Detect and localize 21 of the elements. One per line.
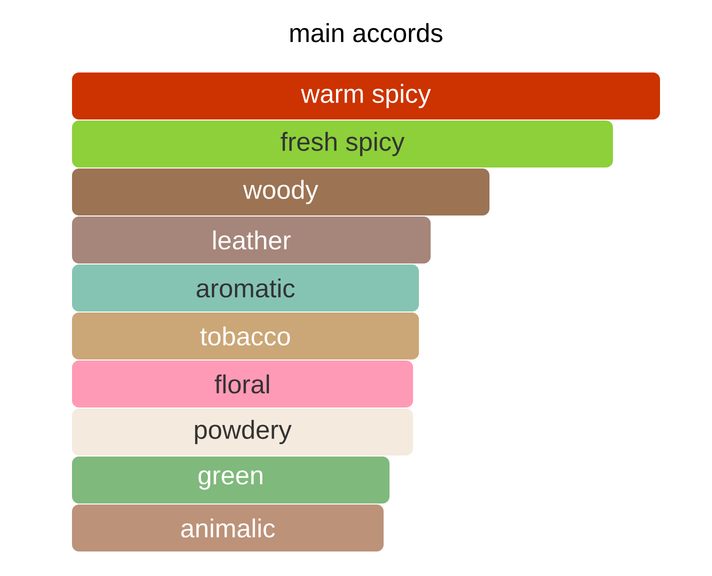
bar xyxy=(72,216,431,264)
y-tick-label: floral xyxy=(214,374,269,394)
bar xyxy=(72,312,419,360)
bar xyxy=(72,120,613,168)
y-tick-label: green xyxy=(198,470,262,490)
bar xyxy=(72,360,414,408)
y-tick-label: leather xyxy=(213,230,291,250)
y-tick-label: powdery xyxy=(195,420,292,444)
chart-title: main accords xyxy=(290,23,442,42)
bar xyxy=(72,408,414,456)
y-tick-label: aromatic xyxy=(196,278,295,298)
y-tick-label: fresh spicy xyxy=(280,132,405,156)
y-tick-label: tobacco xyxy=(200,326,290,346)
bar xyxy=(72,264,419,312)
y-tick-label: woody xyxy=(243,180,318,204)
y-tick-label: animalic xyxy=(181,518,275,538)
y-tick-label: warm spicy xyxy=(300,84,431,108)
bar xyxy=(72,168,490,216)
bar xyxy=(72,456,390,504)
bar xyxy=(72,72,660,120)
bar xyxy=(72,504,384,552)
